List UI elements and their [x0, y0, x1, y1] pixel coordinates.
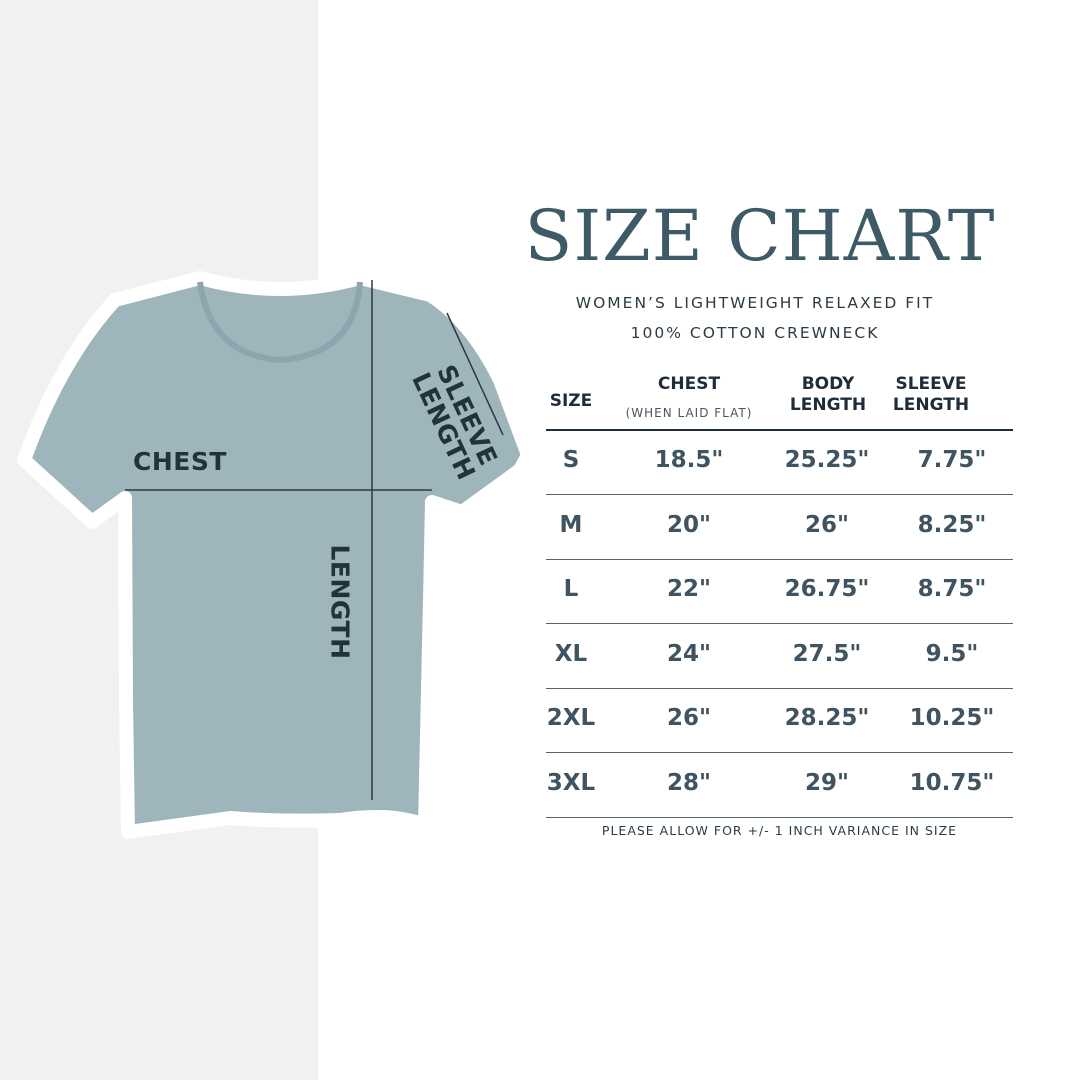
header-body-length: BODY LENGTH — [768, 374, 888, 416]
row-divider — [546, 687, 1013, 689]
cell-chest: 26" — [667, 705, 711, 731]
cell-body: 26" — [805, 511, 849, 538]
tshirt-body — [17, 271, 535, 839]
cell-body: 27.5" — [792, 640, 862, 667]
page-title: SIZE CHART — [524, 195, 996, 277]
cell-chest: 22" — [667, 576, 711, 602]
header-sleeve-line2: LENGTH — [892, 395, 970, 415]
cell-chest: 24" — [667, 640, 711, 667]
cell-sleeve: 8.25" — [917, 511, 987, 538]
cell-chest: 28" — [667, 769, 711, 796]
cell-body: 29" — [805, 769, 849, 796]
cell-sleeve: 9.5" — [925, 640, 979, 667]
row-divider — [546, 623, 1013, 624]
cell-body: 25.25" — [784, 447, 870, 473]
tshirt-illustration — [17, 271, 535, 839]
header-body-line2: LENGTH — [789, 395, 867, 415]
cell-size: L — [563, 576, 579, 602]
tshirt-collar — [197, 281, 363, 364]
header-size: SIZE — [549, 391, 593, 411]
cell-chest: 20" — [667, 511, 711, 538]
header-sleeve-line1: SLEEVE — [895, 374, 967, 394]
cell-sleeve: 10.75" — [909, 769, 995, 796]
row-divider — [546, 752, 1013, 753]
cell-size: M — [559, 511, 583, 538]
cell-size: XL — [554, 640, 588, 667]
cell-size: 3XL — [546, 769, 596, 796]
row-divider — [546, 494, 1013, 495]
cell-body: 26.75" — [784, 576, 870, 602]
sleeve-measure-line — [446, 312, 504, 436]
subtitle-line-1: WOMEN’S LIGHTWEIGHT RELAXED FIT — [575, 294, 935, 312]
header-divider — [546, 429, 1013, 431]
row-divider — [546, 558, 1013, 560]
subtitle-line-2: 100% COTTON CREWNECK — [630, 324, 880, 342]
cell-size: S — [562, 447, 580, 473]
cell-size: 2XL — [546, 705, 596, 731]
header-sleeve-length: SLEEVE LENGTH — [871, 374, 991, 416]
cell-body: 28.25" — [784, 705, 870, 731]
cell-chest: 18.5" — [654, 447, 724, 473]
header-body-line1: BODY — [801, 374, 855, 394]
header-chest-note: (WHEN LAID FLAT) — [625, 406, 753, 420]
row-divider — [546, 816, 1013, 818]
header-chest: CHEST — [657, 374, 721, 394]
length-label: LENGTH — [325, 544, 355, 660]
cell-sleeve: 10.25" — [909, 705, 995, 731]
variance-footnote: PLEASE ALLOW FOR +/- 1 INCH VARIANCE IN … — [601, 823, 958, 838]
cell-sleeve: 8.75" — [917, 576, 987, 602]
chest-label: CHEST — [133, 447, 227, 476]
cell-sleeve: 7.75" — [917, 447, 987, 473]
